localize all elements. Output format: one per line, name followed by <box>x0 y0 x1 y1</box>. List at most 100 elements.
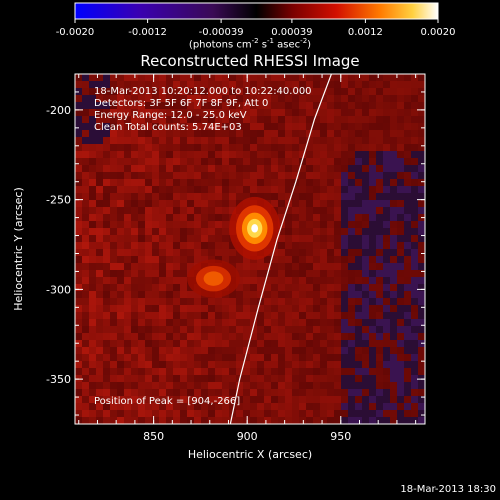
heatmap-cell <box>110 284 117 291</box>
heatmap-cell <box>257 263 264 270</box>
heatmap-cell <box>131 151 138 158</box>
heatmap-cell <box>215 242 222 249</box>
heatmap-cell <box>320 228 327 235</box>
heatmap-cell <box>278 291 285 298</box>
heatmap-cell <box>152 284 159 291</box>
heatmap-cell <box>327 319 334 326</box>
heatmap-cell <box>173 200 180 207</box>
heatmap-cell <box>131 214 138 221</box>
heatmap-cell <box>271 270 278 277</box>
heatmap-cell <box>159 221 166 228</box>
heatmap-cell <box>250 102 257 109</box>
heatmap-cell <box>201 123 208 130</box>
heatmap-cell <box>355 305 362 312</box>
heatmap-cell <box>348 347 355 354</box>
heatmap-cell <box>82 207 89 214</box>
heatmap-cell <box>285 207 292 214</box>
heatmap-cell <box>131 361 138 368</box>
heatmap-cell <box>173 214 180 221</box>
heatmap-cell <box>222 179 229 186</box>
heatmap-cell <box>327 389 334 396</box>
heatmap-cell <box>89 123 96 130</box>
heatmap-cell <box>117 172 124 179</box>
heatmap-cell <box>334 158 341 165</box>
heatmap-cell <box>257 172 264 179</box>
heatmap-cell <box>250 291 257 298</box>
heatmap-cell <box>390 116 397 123</box>
heatmap-cell <box>236 347 243 354</box>
heatmap-cell <box>131 81 138 88</box>
heatmap-cell <box>383 95 390 102</box>
heatmap-cell <box>138 249 145 256</box>
heatmap-cell <box>355 410 362 417</box>
heatmap-cell <box>411 193 418 200</box>
heatmap-cell <box>117 298 124 305</box>
heatmap-cell <box>264 340 271 347</box>
heatmap-cell <box>89 193 96 200</box>
heatmap-cell <box>369 207 376 214</box>
heatmap-cell <box>383 270 390 277</box>
heatmap-cell <box>131 410 138 417</box>
heatmap-cell <box>285 186 292 193</box>
heatmap-cell <box>75 116 82 123</box>
heatmap-cell <box>138 417 145 424</box>
heatmap-cell <box>236 158 243 165</box>
heatmap-cell <box>306 172 313 179</box>
heatmap-cell <box>285 284 292 291</box>
heatmap-cell <box>166 228 173 235</box>
heatmap-cell <box>418 333 425 340</box>
heatmap-cell <box>229 347 236 354</box>
heatmap-cell <box>110 95 117 102</box>
heatmap-cell <box>89 235 96 242</box>
heatmap-cell <box>145 137 152 144</box>
heatmap-cell <box>404 151 411 158</box>
heatmap-cell <box>369 333 376 340</box>
heatmap-cell <box>124 298 131 305</box>
heatmap-cell <box>411 221 418 228</box>
heatmap-cell <box>117 186 124 193</box>
heatmap-cell <box>222 193 229 200</box>
heatmap-cell <box>341 249 348 256</box>
heatmap-cell <box>278 403 285 410</box>
heatmap-cell <box>271 95 278 102</box>
heatmap-cell <box>103 333 110 340</box>
heatmap-cell <box>327 326 334 333</box>
heatmap-cell <box>89 242 96 249</box>
heatmap-cell <box>96 347 103 354</box>
heatmap-cell <box>124 256 131 263</box>
heatmap-cell <box>201 249 208 256</box>
heatmap-cell <box>215 179 222 186</box>
heatmap-cell <box>390 235 397 242</box>
footer-timestamp: 18-Mar-2013 18:30 <box>400 484 496 495</box>
heatmap-cell <box>215 389 222 396</box>
heatmap-cell <box>369 403 376 410</box>
heatmap-cell <box>257 186 264 193</box>
heatmap-cell <box>229 88 236 95</box>
heatmap-cell <box>341 186 348 193</box>
heatmap-cell <box>82 200 89 207</box>
heatmap-cell <box>376 375 383 382</box>
heatmap-cell <box>124 179 131 186</box>
heatmap-cell <box>327 382 334 389</box>
heatmap-cell <box>159 284 166 291</box>
heatmap-cell <box>369 389 376 396</box>
heatmap-cell <box>320 123 327 130</box>
heatmap-cell <box>299 403 306 410</box>
heatmap-cell <box>110 200 117 207</box>
heatmap-cell <box>362 242 369 249</box>
heatmap-cell <box>341 214 348 221</box>
heatmap-cell <box>292 207 299 214</box>
heatmap-cell <box>411 165 418 172</box>
heatmap-cell <box>411 116 418 123</box>
heatmap-cell <box>355 130 362 137</box>
heatmap-cell <box>313 368 320 375</box>
heatmap-cell <box>103 172 110 179</box>
heatmap-cell <box>180 144 187 151</box>
heatmap-cell <box>82 81 89 88</box>
heatmap-cell <box>166 235 173 242</box>
heatmap-cell <box>173 242 180 249</box>
heatmap-cell <box>369 319 376 326</box>
heatmap-cell <box>285 228 292 235</box>
heatmap-cell <box>383 235 390 242</box>
heatmap-cell <box>103 326 110 333</box>
